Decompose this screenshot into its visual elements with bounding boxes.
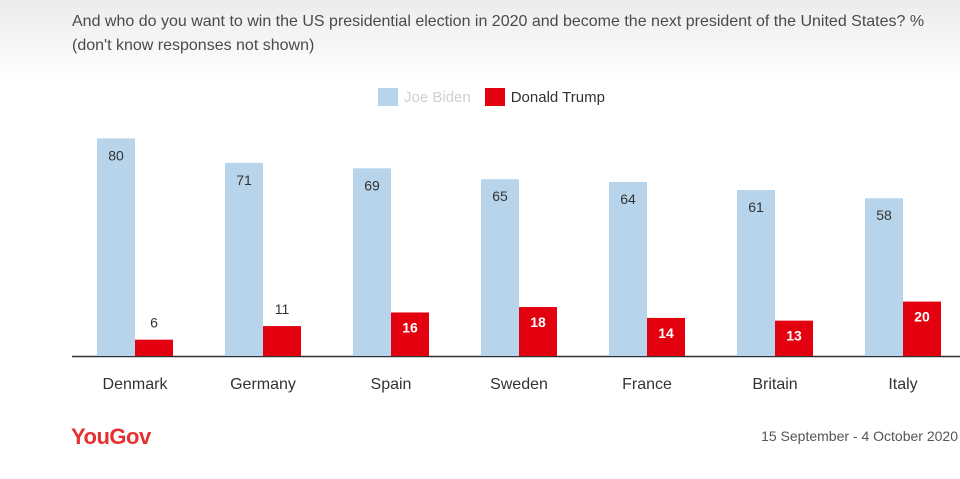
bar-biden-spain xyxy=(353,168,391,356)
data-label-biden-britain: 61 xyxy=(748,199,764,215)
x-tick-label-germany: Germany xyxy=(230,376,296,393)
chart-title: And who do you want to win the US presid… xyxy=(72,13,925,54)
bar-trump-germany xyxy=(263,326,301,356)
bar-biden-sweden xyxy=(481,179,519,356)
data-label-biden-sweden: 65 xyxy=(492,188,508,204)
bar-trump-sweden xyxy=(519,307,557,356)
x-tick-label-denmark: Denmark xyxy=(103,376,169,393)
bar-trump-britain xyxy=(775,320,813,356)
legend-item-biden: Joe Biden xyxy=(378,88,471,106)
legend-label-trump: Donald Trump xyxy=(510,88,605,106)
data-label-biden-denmark: 80 xyxy=(108,147,124,163)
header-background xyxy=(0,0,960,80)
legend: Joe Biden Donald Trump xyxy=(378,88,619,106)
bar-biden-italy xyxy=(865,198,903,356)
data-label-biden-spain: 69 xyxy=(364,177,380,193)
data-label-biden-italy: 58 xyxy=(876,207,892,223)
data-label-trump-sweden: 18 xyxy=(530,314,546,330)
data-label-biden-france: 64 xyxy=(620,191,636,207)
legend-label-biden: Joe Biden xyxy=(404,88,471,106)
bar-trump-italy xyxy=(903,301,941,356)
data-label-trump-germany: 11 xyxy=(275,301,290,317)
x-tick-label-sweden: Sweden xyxy=(490,376,548,393)
legend-item-trump: Donald Trump xyxy=(484,88,605,106)
yougov-logo: YouGov xyxy=(71,424,151,449)
x-tick-label-france: France xyxy=(622,376,672,393)
date-range: 15 September - 4 October 2020 xyxy=(761,428,958,444)
bar-biden-france xyxy=(609,181,647,356)
data-label-trump-britain: 13 xyxy=(786,328,802,344)
bar-biden-britain xyxy=(737,190,775,356)
bar-trump-spain xyxy=(391,312,429,356)
x-tick-label-britain: Britain xyxy=(752,376,797,393)
bar-trump-france xyxy=(647,317,685,356)
x-tick-label-spain: Spain xyxy=(371,376,412,393)
legend-swatch-biden xyxy=(378,88,398,106)
bar-biden-germany xyxy=(225,162,263,356)
legend-swatch-trump xyxy=(484,88,505,106)
data-label-trump-france: 14 xyxy=(658,325,674,341)
data-label-trump-spain: 16 xyxy=(402,319,418,335)
data-label-trump-denmark: 6 xyxy=(150,315,158,331)
data-label-trump-italy: 20 xyxy=(914,309,930,325)
bar-biden-denmark xyxy=(97,138,135,356)
x-tick-label-italy: Italy xyxy=(888,376,917,393)
bar-trump-denmark xyxy=(135,339,173,356)
data-label-biden-germany: 71 xyxy=(236,172,252,188)
